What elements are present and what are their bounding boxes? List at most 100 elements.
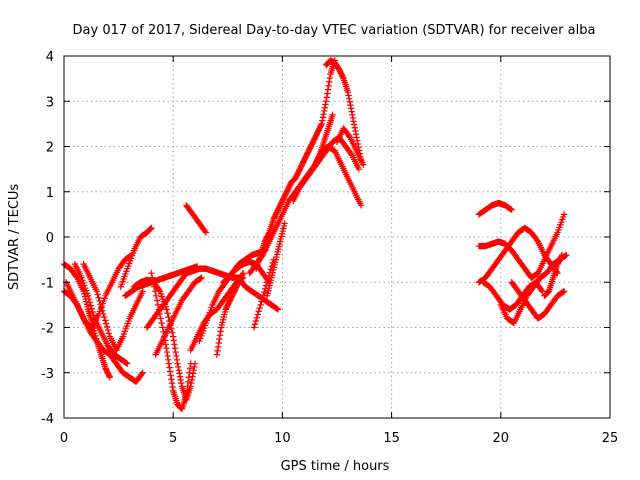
data-point-interp [255, 308, 262, 315]
series-track-27 [475, 211, 568, 281]
series-track-5 [80, 260, 146, 354]
series-track-23 [333, 125, 367, 168]
data-point-interp [167, 372, 174, 379]
data-point-interp [352, 127, 359, 135]
data-point-interp [560, 288, 567, 296]
data-point-interp [168, 379, 176, 387]
y-axis-title: SDTVAR / TECUs [7, 184, 22, 291]
data-point [139, 288, 146, 295]
series-track-1 [60, 260, 114, 381]
y-tick-label: -4 [41, 412, 54, 427]
series-track-7 [117, 224, 155, 290]
x-tick-label: 15 [383, 431, 400, 446]
data-point [329, 111, 336, 119]
data-point-interp [216, 335, 223, 343]
data-point-interp [189, 370, 197, 377]
data-point [165, 360, 173, 367]
y-tick-label: 1 [46, 186, 54, 201]
series-track-26 [475, 199, 515, 218]
data-point-interp [256, 304, 263, 312]
data-point-interp [178, 379, 185, 387]
data-point-interp [166, 368, 174, 375]
data-point-interp [320, 110, 327, 118]
data-point-interp [259, 295, 266, 302]
series-track-20 [322, 57, 365, 164]
data-point [344, 89, 352, 96]
data-point-interp [184, 383, 191, 390]
series-track-32 [541, 251, 566, 300]
data-point-interp [262, 282, 270, 289]
data-point-interp [101, 317, 109, 324]
data-point-interp [326, 74, 334, 82]
data-point [84, 292, 92, 300]
y-tick-label: 3 [46, 95, 54, 110]
data-point-interp [153, 297, 161, 304]
data-point-interp [173, 352, 180, 360]
data-point-interp [267, 266, 275, 273]
series-track-9 [148, 270, 194, 413]
y-tick-label: 0 [46, 231, 54, 246]
data-point-interp [352, 131, 360, 138]
data-point-interp [158, 319, 165, 327]
data-point-interp [184, 378, 192, 385]
data-point [170, 333, 177, 340]
data-point-interp [348, 151, 355, 158]
data-point [318, 120, 325, 128]
data-point [148, 224, 155, 232]
data-point-interp [168, 376, 175, 383]
data-point-interp [152, 292, 160, 300]
data-point [187, 360, 194, 367]
data-point-interp [177, 376, 184, 384]
data-point-interp [324, 86, 332, 93]
data-point-interp [165, 313, 172, 321]
data-point-interp [104, 326, 112, 334]
data-point [93, 288, 100, 295]
data-point-interp [350, 118, 357, 125]
data-point [148, 270, 155, 277]
series-track-31 [508, 279, 568, 322]
x-tick-label: 20 [493, 431, 510, 446]
data-point-interp [322, 101, 329, 108]
data-point-interp [266, 269, 274, 276]
data-point-interp [146, 226, 154, 233]
data-point-interp [321, 104, 329, 111]
data-point [124, 360, 131, 367]
chart-title: Day 017 of 2017, Sidereal Day-to-day VTE… [73, 23, 596, 38]
data-point-interp [149, 274, 156, 281]
data-point-interp [326, 78, 333, 86]
data-point-interp [345, 132, 353, 140]
data-point [198, 274, 205, 281]
data-point-interp [98, 304, 105, 311]
data-point [174, 360, 181, 367]
axis-ticks: 0 5 10 15 20 25 -4 -3 -2 -1 0 1 2 3 4 [41, 50, 618, 446]
data-point-interp [325, 82, 332, 89]
x-tick-label: 10 [274, 431, 291, 446]
data-point [274, 306, 282, 313]
data-point-interp [106, 372, 113, 380]
data-point [202, 229, 210, 236]
data-point-interp [201, 227, 209, 235]
data-point-interp [558, 253, 565, 260]
data-point-interp [178, 405, 185, 412]
data-point-interp [258, 298, 265, 305]
series-track-4 [71, 260, 131, 367]
data-point-interp [96, 297, 103, 305]
data-point-interp [351, 124, 358, 131]
data-point-interp [324, 90, 331, 97]
data-point-interp [317, 121, 325, 129]
data-point-interp [170, 337, 178, 344]
data-point-interp [347, 101, 354, 109]
data-point-interp [214, 347, 221, 354]
data-point [322, 98, 330, 105]
data-point [353, 134, 360, 141]
data-point [163, 306, 170, 313]
series-track-24 [263, 220, 288, 300]
data-point [213, 351, 221, 358]
data-point-interp [197, 275, 204, 282]
data-point-interp [348, 108, 355, 115]
series-track-12 [183, 202, 210, 236]
data-point [154, 301, 162, 309]
series-track-17 [235, 274, 282, 313]
